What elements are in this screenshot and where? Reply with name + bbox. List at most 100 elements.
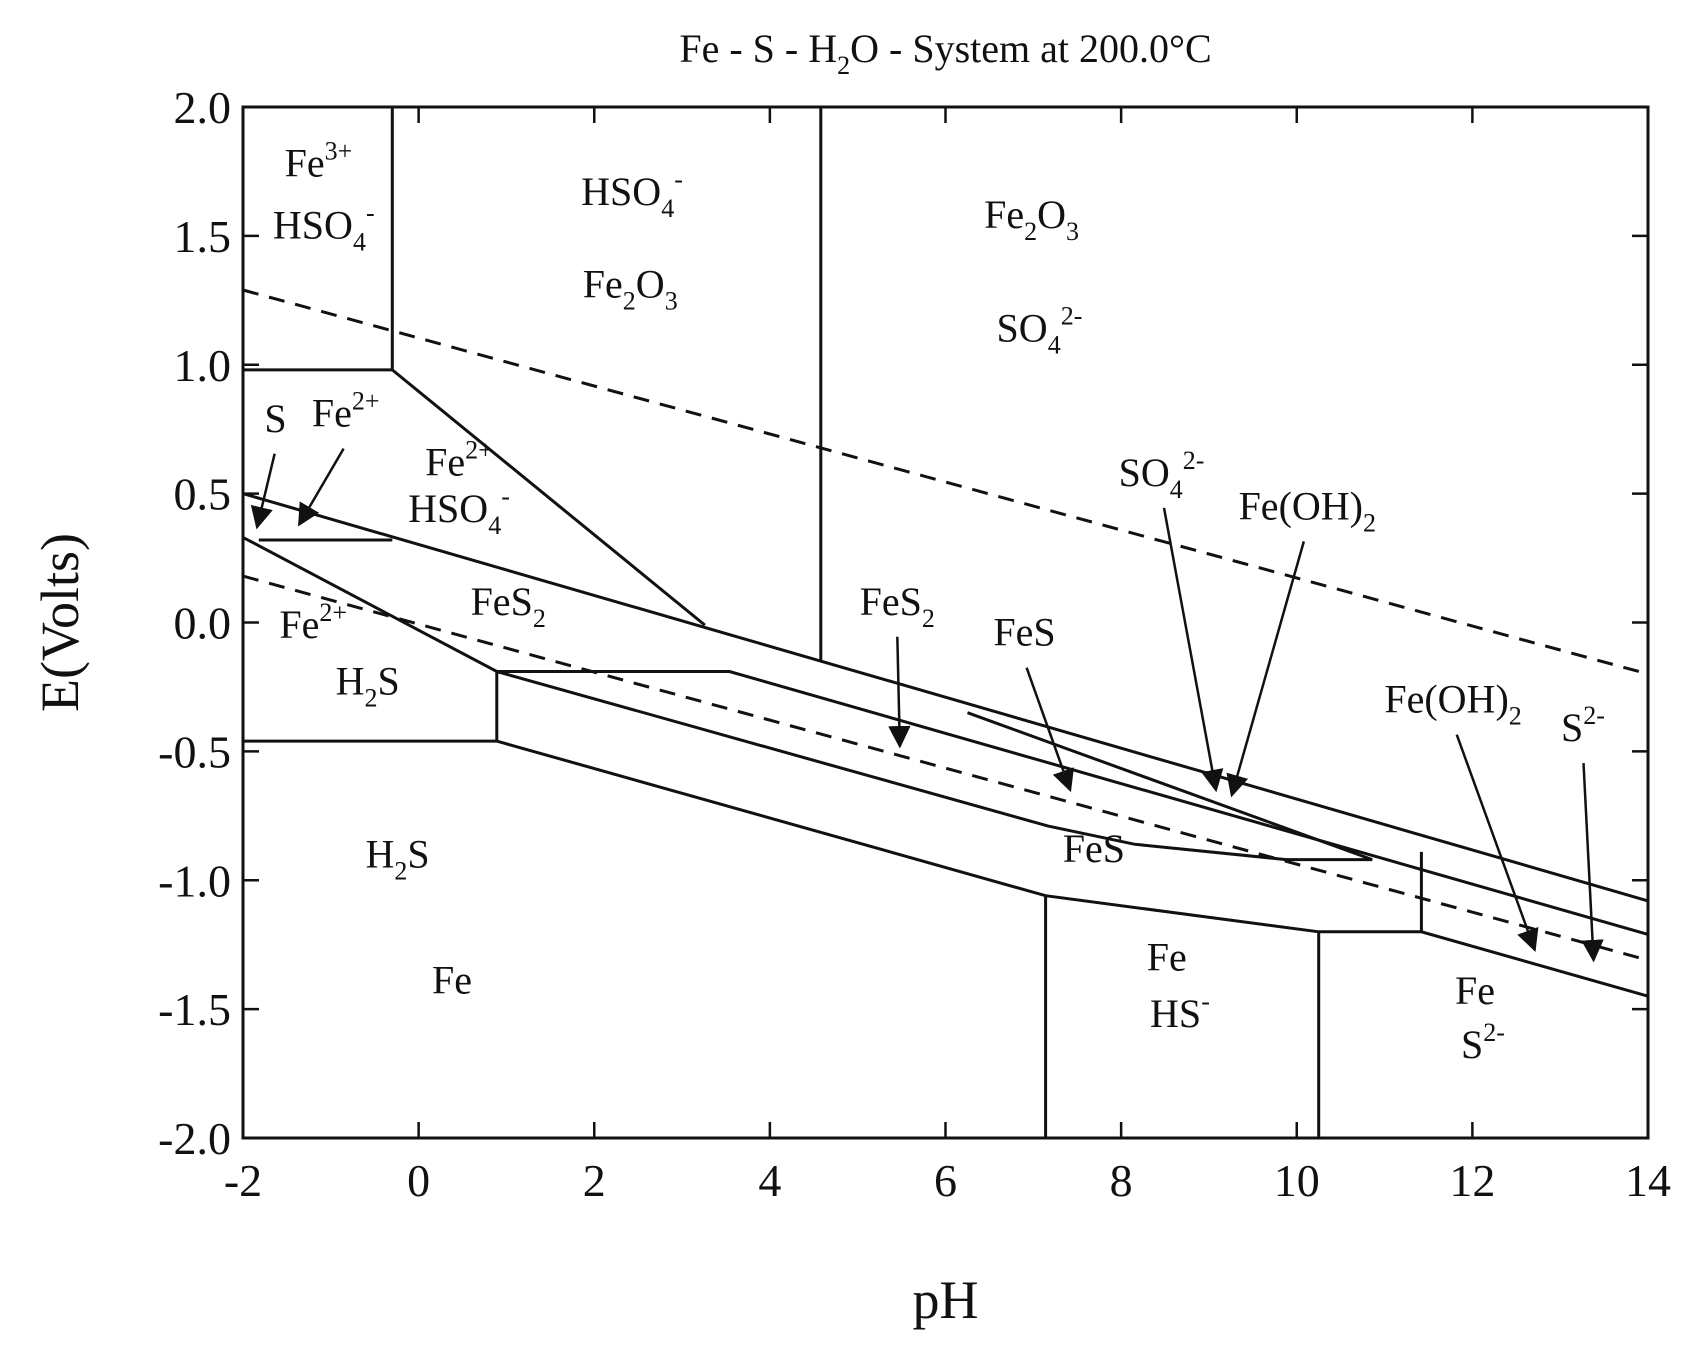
label-arrow bbox=[1455, 734, 1539, 952]
text-part: HSO bbox=[273, 202, 353, 247]
text-part: 2 bbox=[922, 604, 935, 633]
text-part: - bbox=[366, 198, 375, 227]
text-part: FeS bbox=[993, 610, 1055, 655]
text-part: S bbox=[378, 659, 400, 704]
x-tick-label: 8 bbox=[1110, 1155, 1133, 1206]
region-label: SO42- bbox=[997, 302, 1083, 360]
text-part: O - System at 200.0°C bbox=[850, 26, 1212, 71]
y-tick-label: 1.0 bbox=[174, 340, 232, 391]
region-label: S2- bbox=[1461, 1018, 1505, 1067]
region-label: H2S bbox=[365, 831, 429, 885]
y-tick-label: -1.0 bbox=[158, 855, 231, 906]
region-label: FeS bbox=[993, 610, 1055, 655]
y-tick-label: 2.0 bbox=[174, 82, 232, 133]
boundary-line bbox=[242, 492, 1649, 903]
text-part: Fe bbox=[984, 192, 1024, 237]
region-label: Fe2+ bbox=[279, 598, 347, 647]
region-label: Fe bbox=[1455, 968, 1495, 1013]
text-part: Fe bbox=[583, 262, 623, 307]
text-part: 2 bbox=[365, 684, 378, 713]
text-part: Fe bbox=[1147, 934, 1187, 979]
x-tick-label: 4 bbox=[758, 1155, 781, 1206]
label-arrow bbox=[1025, 667, 1074, 793]
text-part: 4 bbox=[353, 227, 366, 256]
text-part: H bbox=[365, 831, 394, 876]
region-label: HSO4- bbox=[273, 198, 375, 256]
text-part: S bbox=[407, 831, 429, 876]
text-part: 2 bbox=[623, 287, 636, 316]
region-label: Fe2O3 bbox=[583, 262, 678, 316]
text-part: - bbox=[1201, 987, 1210, 1016]
y-axis-title: E(Volts) bbox=[30, 533, 90, 712]
text-part: 2- bbox=[1483, 1018, 1505, 1047]
text-part: 2 bbox=[837, 51, 850, 80]
region-label: S2- bbox=[1561, 701, 1605, 750]
region-label: Fe bbox=[432, 958, 472, 1003]
text-part: 4 bbox=[488, 511, 501, 540]
x-tick-label: 6 bbox=[934, 1155, 957, 1206]
text-part: 3 bbox=[665, 287, 678, 316]
region-label: HSO4- bbox=[408, 482, 510, 540]
text-part: 2- bbox=[1183, 446, 1205, 475]
region-label: Fe3+ bbox=[285, 137, 353, 186]
boundary-line bbox=[242, 536, 1649, 936]
text-part: 4 bbox=[1048, 331, 1061, 360]
x-tick-label: 10 bbox=[1274, 1155, 1320, 1206]
text-part: 2- bbox=[1583, 701, 1605, 730]
text-part: Fe bbox=[432, 958, 472, 1003]
region-label: FeS2 bbox=[471, 579, 546, 633]
text-part: S bbox=[1561, 705, 1583, 750]
x-tick-label: 12 bbox=[1449, 1155, 1495, 1206]
region-label: Fe(OH)2 bbox=[1239, 483, 1376, 537]
text-part: 2 bbox=[1363, 508, 1376, 537]
y-tick-label: 1.5 bbox=[174, 211, 232, 262]
text-part: SO bbox=[997, 306, 1048, 351]
label-arrow bbox=[1162, 507, 1224, 793]
text-part: Fe(OH) bbox=[1239, 483, 1363, 528]
region-label: Fe2O3 bbox=[984, 192, 1079, 246]
text-part: 4 bbox=[661, 194, 674, 223]
text-part: O bbox=[636, 262, 665, 307]
text-part: 2+ bbox=[465, 436, 493, 465]
text-part: S bbox=[1461, 1022, 1483, 1067]
text-part: FeS bbox=[471, 579, 533, 624]
text-part: Fe - S - H bbox=[679, 26, 837, 71]
text-part: HS bbox=[1150, 991, 1201, 1036]
text-part: 2 bbox=[1024, 217, 1037, 246]
text-part: 2+ bbox=[352, 387, 380, 416]
text-part: Fe bbox=[279, 602, 319, 647]
region-label: Fe2+ bbox=[425, 436, 493, 485]
x-tick-label: 14 bbox=[1625, 1155, 1671, 1206]
text-part: Fe bbox=[312, 391, 352, 436]
text-part: H bbox=[336, 659, 365, 704]
text-part: O bbox=[1037, 192, 1066, 237]
y-tick-label: -1.5 bbox=[158, 984, 231, 1035]
label-arrow bbox=[1581, 763, 1604, 963]
x-tick-label: 0 bbox=[407, 1155, 430, 1206]
region-label: Fe bbox=[1147, 934, 1187, 979]
text-part: FeS bbox=[1063, 826, 1125, 871]
label-arrow bbox=[888, 636, 911, 749]
x-tick-label: 2 bbox=[583, 1155, 606, 1206]
region-label: FeS2 bbox=[860, 579, 935, 633]
text-part: SO bbox=[1119, 450, 1170, 495]
region-label: SO42- bbox=[1119, 446, 1205, 504]
region-label: HSO4- bbox=[581, 165, 683, 223]
label-arrow bbox=[298, 447, 345, 527]
text-part: 2 bbox=[394, 856, 407, 885]
text-part: FeS bbox=[860, 579, 922, 624]
region-label: Fe2+ bbox=[312, 387, 380, 436]
text-part: HSO bbox=[408, 486, 488, 531]
text-part: 2 bbox=[533, 604, 546, 633]
y-tick-label: 0.5 bbox=[174, 469, 232, 520]
chart-title: Fe - S - H2O - System at 200.0°C bbox=[679, 26, 1211, 80]
region-label: HS- bbox=[1150, 987, 1210, 1036]
text-part: Fe bbox=[425, 440, 465, 485]
region-label: H2S bbox=[336, 659, 400, 713]
text-part: 4 bbox=[1170, 475, 1183, 504]
region-label: S bbox=[264, 396, 286, 441]
text-part: HSO bbox=[581, 169, 661, 214]
text-part: - bbox=[501, 482, 510, 511]
y-tick-label: 0.0 bbox=[174, 598, 232, 649]
